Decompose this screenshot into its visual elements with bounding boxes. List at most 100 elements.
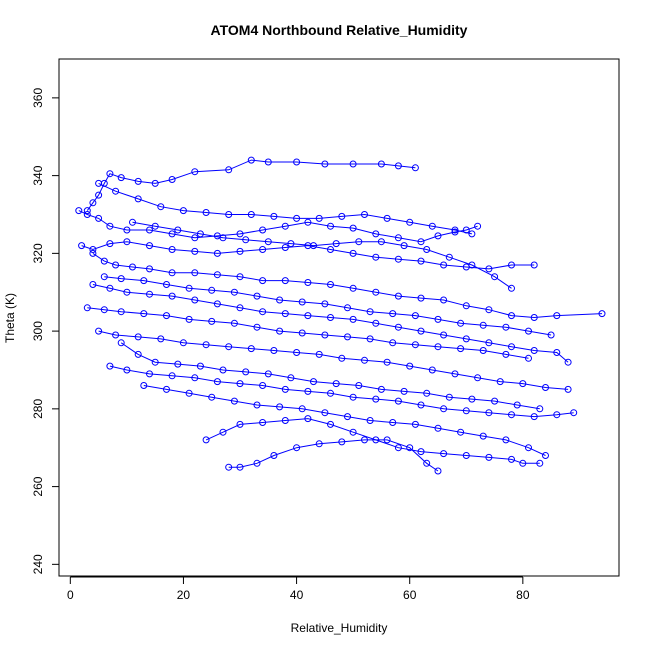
data-point (202, 436, 210, 444)
data-point (276, 403, 284, 411)
data-point (338, 212, 346, 220)
y-tick-label: 340 (31, 165, 45, 185)
data-point (349, 224, 357, 232)
data-point (168, 372, 176, 380)
series-line-13 (104, 276, 552, 336)
data-point (440, 405, 448, 413)
data-point (479, 321, 487, 329)
data-point (225, 463, 233, 471)
data-point (281, 385, 289, 393)
data-point (191, 374, 199, 382)
data-point (276, 327, 284, 335)
data-point (174, 360, 182, 368)
data-point (117, 275, 125, 283)
data-point (519, 459, 527, 467)
data-point (327, 222, 334, 230)
data-point (129, 218, 136, 226)
data-point (440, 450, 448, 458)
data-point (281, 244, 289, 251)
data-point (304, 279, 312, 286)
data-point (213, 249, 221, 257)
x-tick-label: 0 (67, 588, 74, 602)
data-point (349, 284, 357, 292)
data-point (377, 238, 385, 246)
data-point (423, 389, 431, 397)
data-point (89, 246, 97, 253)
plot-frame (58, 58, 620, 577)
series-line-3 (92, 284, 569, 363)
data-point (75, 207, 83, 215)
data-point (394, 292, 402, 300)
data-point (123, 226, 131, 234)
data-point (253, 323, 261, 331)
data-point (213, 378, 221, 386)
data-point (293, 349, 301, 356)
data-point (411, 312, 419, 320)
data-point (247, 211, 255, 218)
axes-layer: 0 20 40 60 80 240 260 280 300 320 340 360 (31, 88, 530, 602)
data-point (168, 269, 176, 277)
data-point (270, 452, 278, 459)
data-point (417, 401, 425, 409)
data-point (106, 284, 114, 292)
data-point (417, 257, 425, 265)
data-point (196, 230, 204, 238)
data-point (304, 312, 312, 320)
data-point (349, 315, 357, 323)
data-point (259, 308, 267, 316)
data-point (406, 444, 414, 452)
data-point (225, 211, 233, 218)
data-point (219, 366, 227, 374)
data-point (95, 214, 103, 222)
data-point (123, 238, 131, 246)
data-point (95, 327, 103, 335)
data-point (327, 389, 334, 397)
series-line-12 (120, 342, 540, 410)
data-point (479, 347, 487, 354)
data-point (129, 263, 136, 271)
data-point (417, 238, 425, 246)
data-point (270, 212, 278, 220)
data-point (151, 358, 159, 366)
data-point (196, 362, 204, 370)
data-point (485, 409, 493, 417)
data-point (225, 166, 233, 174)
data-point (151, 179, 159, 187)
data-point (191, 296, 199, 304)
data-point (146, 370, 153, 378)
data-point (423, 459, 431, 467)
data-point (242, 236, 250, 244)
y-tick-label: 240 (31, 554, 45, 574)
data-point (259, 226, 267, 234)
data-point (259, 246, 267, 253)
data-point (508, 261, 515, 269)
data-point (457, 428, 465, 436)
data-point (400, 242, 408, 250)
data-point (372, 230, 380, 238)
plot-data-layer (75, 156, 606, 475)
data-point (525, 354, 532, 362)
data-point (428, 366, 436, 374)
data-point (191, 168, 199, 176)
data-point (304, 387, 312, 395)
data-point (417, 448, 425, 456)
data-point (259, 382, 267, 389)
data-point (485, 453, 493, 461)
data-point (157, 335, 165, 343)
data-point (349, 249, 357, 257)
data-point (236, 247, 244, 255)
data-point (491, 273, 499, 281)
data-point (344, 333, 351, 341)
data-point (474, 222, 482, 230)
data-point (146, 226, 153, 234)
data-point (462, 452, 470, 459)
data-point (100, 273, 108, 281)
data-point (445, 253, 453, 261)
data-point (264, 158, 272, 166)
data-point (327, 281, 334, 288)
data-point (485, 306, 493, 314)
data-point (564, 385, 572, 393)
x-tick-label: 40 (290, 588, 304, 602)
